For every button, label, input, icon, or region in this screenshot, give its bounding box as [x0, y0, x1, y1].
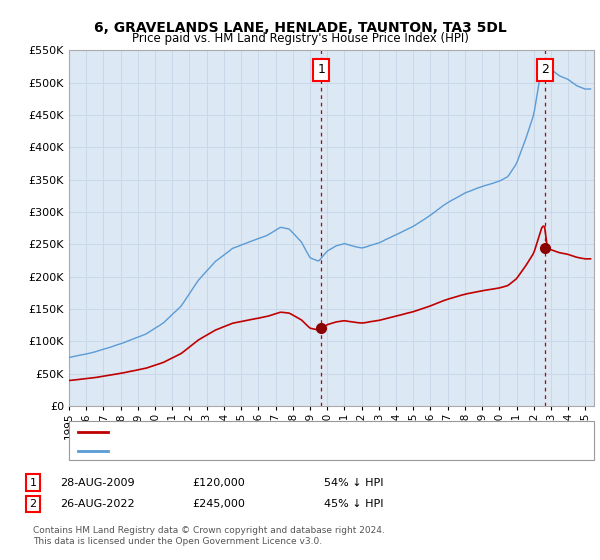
Text: 54% ↓ HPI: 54% ↓ HPI — [324, 478, 383, 488]
Text: 28-AUG-2009: 28-AUG-2009 — [60, 478, 134, 488]
Text: 26-AUG-2022: 26-AUG-2022 — [60, 499, 134, 509]
Text: 45% ↓ HPI: 45% ↓ HPI — [324, 499, 383, 509]
Text: 1: 1 — [317, 63, 325, 76]
Text: £245,000: £245,000 — [192, 499, 245, 509]
Text: 1: 1 — [29, 478, 37, 488]
Text: £120,000: £120,000 — [192, 478, 245, 488]
Text: Contains HM Land Registry data © Crown copyright and database right 2024.
This d: Contains HM Land Registry data © Crown c… — [33, 526, 385, 546]
Text: 6, GRAVELANDS LANE, HENLADE, TAUNTON, TA3 5DL: 6, GRAVELANDS LANE, HENLADE, TAUNTON, TA… — [94, 21, 506, 35]
Text: Price paid vs. HM Land Registry's House Price Index (HPI): Price paid vs. HM Land Registry's House … — [131, 32, 469, 45]
Text: 6, GRAVELANDS LANE, HENLADE, TAUNTON, TA3 5DL (detached house): 6, GRAVELANDS LANE, HENLADE, TAUNTON, TA… — [114, 427, 486, 437]
Text: HPI: Average price, detached house, Somerset: HPI: Average price, detached house, Some… — [114, 446, 357, 455]
Text: 2: 2 — [29, 499, 37, 509]
Text: 2: 2 — [541, 63, 549, 76]
